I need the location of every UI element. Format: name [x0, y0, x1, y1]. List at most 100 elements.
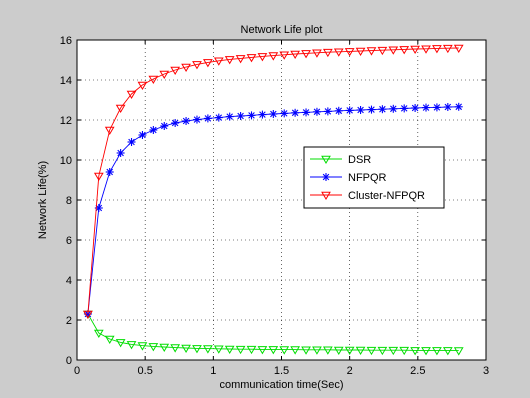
y-tick-label: 10	[60, 155, 72, 167]
y-tick-label: 14	[60, 75, 72, 87]
star-marker	[334, 106, 343, 115]
star-marker	[345, 106, 354, 115]
x-tick-label: 0.5	[138, 365, 153, 377]
triangle-marker	[181, 63, 191, 72]
triangle-marker	[344, 48, 355, 57]
triangle-marker	[366, 47, 377, 56]
star-marker	[280, 109, 289, 118]
y-tick-label: 2	[66, 315, 72, 327]
star-marker	[432, 103, 441, 112]
triangle-marker	[290, 346, 301, 355]
triangle-marker	[83, 310, 93, 319]
x-tick-label: 2.5	[410, 365, 425, 377]
triangle-marker	[322, 48, 333, 58]
triangle-marker	[235, 55, 246, 64]
triangle-marker	[192, 345, 202, 354]
triangle-marker	[355, 47, 366, 56]
triangle-marker	[410, 347, 420, 356]
triangle-marker	[453, 44, 464, 53]
triangle-marker	[399, 346, 410, 356]
triangle-marker	[148, 343, 159, 352]
star-marker	[116, 149, 125, 157]
star-marker	[247, 111, 256, 120]
triangle-marker	[344, 346, 355, 355]
star-marker	[225, 112, 234, 121]
star-marker	[422, 103, 431, 112]
chart-title: Network Life plot	[241, 24, 323, 36]
star-marker	[378, 105, 387, 114]
triangle-marker	[257, 346, 268, 355]
legend-item-dsr: DSR	[310, 154, 371, 166]
triangle-marker	[377, 346, 388, 356]
legend-item-nfpqr: NFPQR	[310, 172, 387, 184]
triangle-marker	[159, 343, 170, 352]
triangle-marker	[126, 341, 137, 350]
triangle-marker	[301, 50, 311, 59]
triangle-marker	[388, 46, 399, 55]
triangle-marker	[333, 48, 344, 57]
triangle-marker	[442, 44, 453, 54]
triangle-marker	[104, 126, 115, 135]
star-marker	[443, 103, 452, 111]
ticks: 0 0.5 1 1.5 2 2.5 3 0 2 4 6 8 10 12 14 16	[60, 35, 489, 377]
y-tick-label: 4	[66, 275, 72, 287]
series-nfpqr	[83, 102, 463, 318]
star-marker	[160, 122, 169, 130]
star-marker	[322, 173, 330, 181]
triangle-marker	[279, 346, 290, 355]
triangle-marker	[432, 45, 442, 54]
legend-label: NFPQR	[348, 172, 387, 184]
triangle-marker	[115, 104, 126, 113]
triangle-marker	[126, 90, 137, 99]
star-marker	[411, 104, 420, 112]
y-tick-label: 6	[66, 235, 72, 247]
triangle-marker	[203, 345, 213, 354]
triangle-marker	[224, 56, 235, 65]
triangle-marker	[442, 347, 453, 356]
triangle-marker	[432, 347, 442, 356]
triangle-marker	[192, 61, 202, 70]
triangle-marker	[301, 346, 311, 355]
triangle-marker	[93, 329, 104, 338]
star-marker	[302, 108, 311, 117]
triangle-marker	[279, 51, 290, 60]
y-axis-label: Network Life(%)	[37, 161, 49, 239]
y-tick-label: 12	[60, 115, 72, 127]
legend-label: Cluster-NFPQR	[348, 190, 425, 202]
star-marker	[400, 104, 409, 113]
triangle-marker	[421, 45, 431, 54]
triangle-marker	[421, 347, 431, 356]
triangle-marker	[170, 344, 181, 353]
triangle-marker	[410, 45, 420, 54]
triangle-marker	[224, 345, 235, 354]
triangle-marker	[115, 339, 126, 348]
triangle-marker	[388, 346, 399, 356]
star-marker	[389, 104, 398, 113]
star-marker	[171, 119, 180, 127]
series-group	[83, 44, 464, 356]
triangle-marker	[355, 346, 366, 355]
x-tick-label: 3	[483, 365, 489, 377]
star-marker	[192, 115, 201, 124]
star-marker	[356, 106, 365, 114]
star-marker	[269, 110, 278, 118]
star-marker	[105, 168, 114, 176]
legend-item-cluster-nfpqr: Cluster-NFPQR	[310, 190, 425, 202]
triangle-marker	[377, 46, 388, 56]
triangle-marker	[213, 57, 224, 66]
star-marker	[236, 112, 245, 120]
triangle-marker	[312, 49, 322, 58]
triangle-marker	[235, 345, 246, 355]
star-marker	[367, 105, 376, 114]
star-marker	[258, 110, 267, 119]
triangle-marker	[290, 50, 301, 59]
legend-label: DSR	[348, 154, 371, 166]
triangle-marker	[104, 335, 115, 344]
star-marker	[182, 117, 191, 125]
x-axis-label: communication time(Sec)	[219, 379, 343, 391]
triangle-marker	[148, 75, 159, 84]
star-marker	[291, 108, 300, 117]
triangle-marker	[93, 172, 104, 181]
x-tick-label: 1	[210, 365, 216, 377]
